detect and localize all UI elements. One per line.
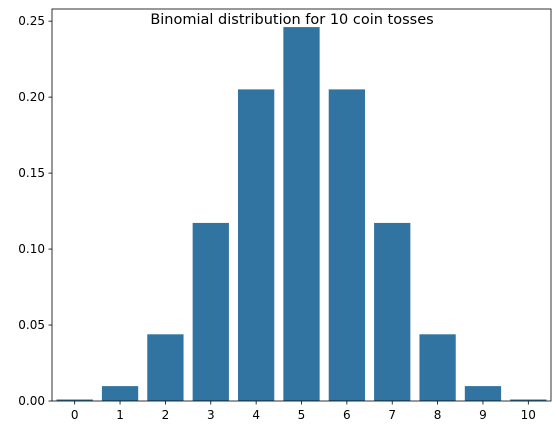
x-tick-label: 4 xyxy=(252,408,260,422)
plot-frame xyxy=(51,8,552,402)
bar-6 xyxy=(328,89,366,401)
y-tick-label: 0.20 xyxy=(18,90,45,104)
bar-3 xyxy=(192,222,229,401)
x-tick-label: 5 xyxy=(298,408,306,422)
bars-group xyxy=(56,27,547,402)
x-tick-label: 6 xyxy=(343,408,351,422)
bar-1 xyxy=(101,386,139,401)
y-tick-label: 0.25 xyxy=(18,14,45,28)
bar-0 xyxy=(56,399,93,401)
bar-4 xyxy=(237,89,275,401)
x-tick-label: 10 xyxy=(521,408,536,422)
x-tick-label: 2 xyxy=(162,408,170,422)
y-tick-label: 0.10 xyxy=(18,242,45,256)
x-tick-label: 8 xyxy=(434,408,442,422)
y-tick-label: 0.00 xyxy=(18,394,45,408)
y-tick-label: 0.05 xyxy=(18,318,45,332)
x-tick-label: 3 xyxy=(207,408,215,422)
bar-8 xyxy=(419,334,456,401)
y-tick-label: 0.15 xyxy=(18,166,45,180)
x-tick-label: 1 xyxy=(116,408,124,422)
bar-7 xyxy=(374,222,411,401)
bar-10 xyxy=(510,399,547,401)
x-tick-label: 7 xyxy=(388,408,396,422)
y-axis: 0.00 0.05 0.10 0.15 0.20 0.25 xyxy=(18,14,52,408)
bar-5 xyxy=(283,27,320,402)
x-axis: 0 1 2 3 4 5 6 7 8 9 10 xyxy=(71,401,536,422)
bar-9 xyxy=(464,386,502,401)
bar-2 xyxy=(147,334,184,401)
x-tick-label: 0 xyxy=(71,408,79,422)
x-tick-label: 9 xyxy=(479,408,487,422)
chart-title: Binomial distribution for 10 coin tosses xyxy=(150,12,433,28)
